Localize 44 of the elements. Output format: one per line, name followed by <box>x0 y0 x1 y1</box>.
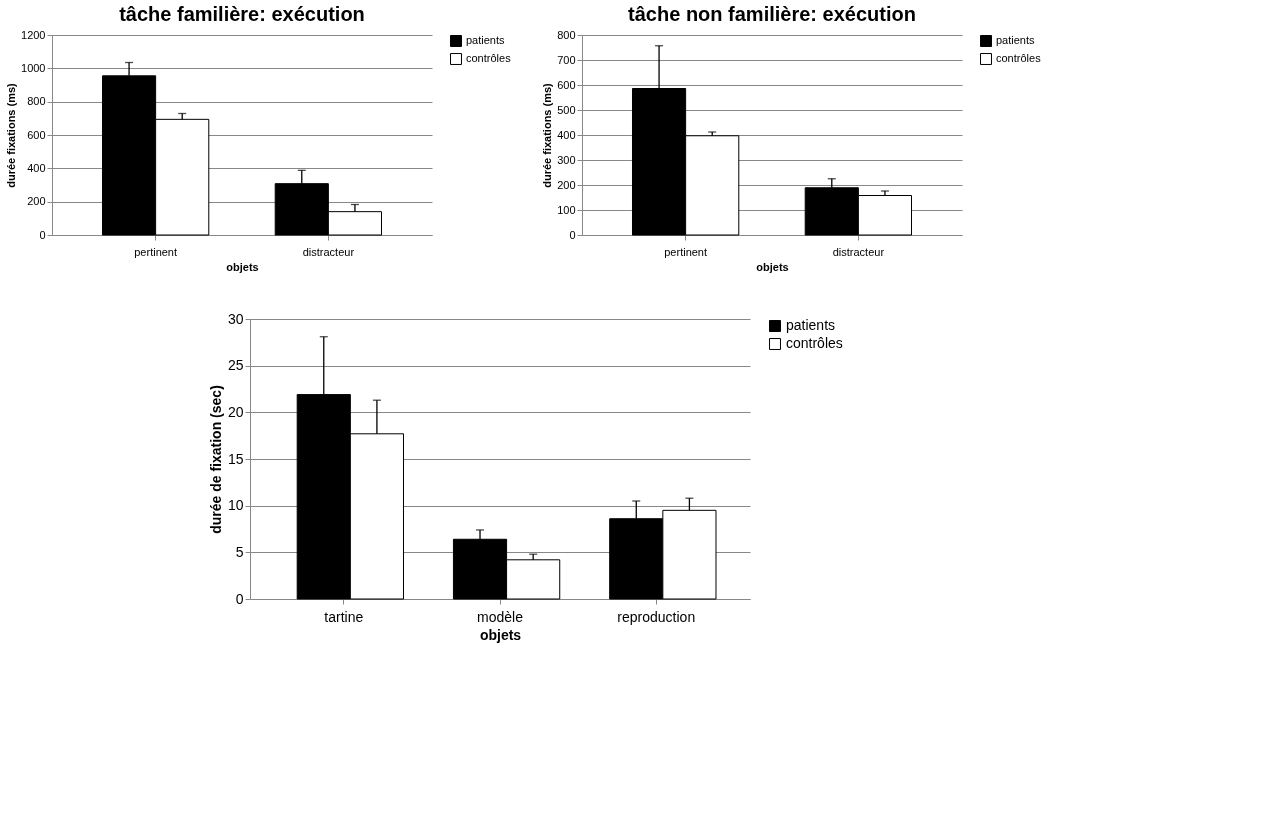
y-tick-label: 200 <box>557 178 576 191</box>
x-tick-label: modèle <box>477 608 524 625</box>
y-tick-label: 1200 <box>21 28 46 41</box>
legend-label: contrôles <box>466 52 512 64</box>
y-tick-label: 300 <box>557 153 576 166</box>
y-tick-label: 500 <box>557 103 576 116</box>
x-tick-label: distracteur <box>302 245 355 258</box>
y-axis-title: durée de fixation (sec) <box>207 385 224 534</box>
y-tick-label: 600 <box>27 128 46 141</box>
y-tick-label: 800 <box>557 28 576 41</box>
legend-label: contrôles <box>996 52 1042 64</box>
x-axis-title: objets <box>756 260 789 273</box>
x-tick-label: pertinent <box>134 245 178 258</box>
legend-label: patients <box>786 317 836 333</box>
chart-title: tâche familière: exécution <box>119 3 365 25</box>
y-tick-label: 25 <box>227 357 244 374</box>
legend-label: patients <box>466 34 506 46</box>
chart-title: tâche non familière: exécution <box>628 3 916 25</box>
legend-label: patients <box>996 34 1036 46</box>
y-tick-label: 1000 <box>21 61 46 74</box>
y-tick-label: 0 <box>39 228 46 241</box>
y-axis-title: durée fixations (ms) <box>5 82 18 188</box>
y-tick-label: 400 <box>27 161 46 174</box>
y-tick-label: 700 <box>557 53 576 66</box>
x-tick-label: pertinent <box>664 245 708 258</box>
x-tick-label: tartine <box>324 608 364 625</box>
x-axis-title: objets <box>479 626 522 643</box>
y-tick-label: 100 <box>557 203 576 216</box>
x-axis-title: objets <box>226 260 259 273</box>
y-tick-label: 200 <box>27 195 46 208</box>
y-axis-title: durée fixations (ms) <box>541 82 554 188</box>
y-tick-label: 800 <box>27 95 46 108</box>
y-tick-label: 400 <box>557 128 576 141</box>
y-tick-label: 0 <box>235 590 244 607</box>
y-tick-label: 5 <box>235 543 244 560</box>
x-tick-label: reproduction <box>617 608 696 625</box>
legend-label: contrôles <box>786 335 843 351</box>
y-tick-label: 0 <box>569 228 576 241</box>
y-tick-label: 600 <box>557 78 576 91</box>
y-tick-label: 15 <box>227 450 244 467</box>
x-tick-label: distracteur <box>832 245 885 258</box>
y-tick-label: 20 <box>227 403 244 420</box>
y-tick-label: 10 <box>227 497 244 514</box>
y-tick-label: 30 <box>227 310 244 327</box>
